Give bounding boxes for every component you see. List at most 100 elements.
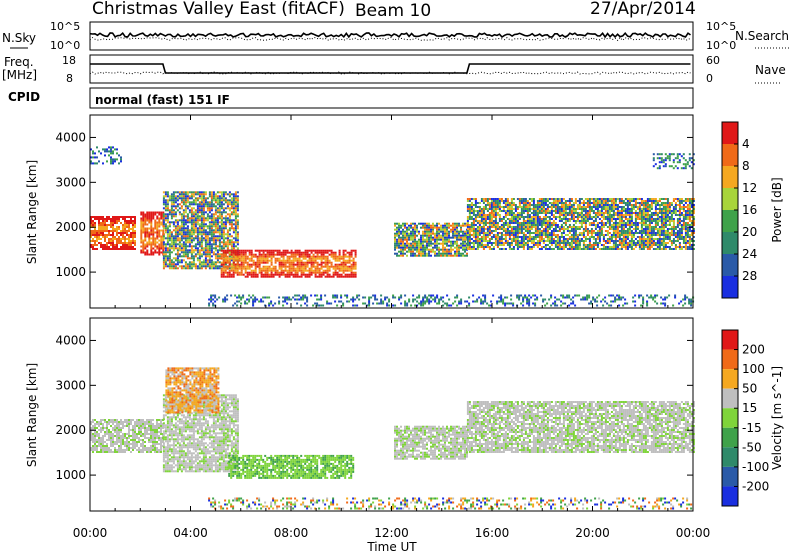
heatmap-cell [462,254,464,257]
heatmap-cell [186,193,189,196]
heatmap-cell [640,222,643,224]
heatmap-cell [594,248,597,250]
heatmap-cell [640,248,643,250]
heatmap-cell [316,251,319,254]
heatmap-cell [458,222,460,225]
heatmap-cell [196,243,199,246]
heatmap-cell [628,234,631,236]
heatmap-cell [196,227,199,230]
heatmap-cell [504,200,507,202]
heatmap-cell [104,218,106,220]
heatmap-cell [440,248,442,251]
heatmap-cell [220,225,223,228]
heatmap-cell [110,226,112,228]
heatmap-cell [212,195,215,198]
heatmap-cell [436,238,438,241]
heatmap-cell [568,198,571,200]
heatmap-cell [412,234,414,237]
heatmap-cell [154,221,157,224]
heatmap-cell [254,263,257,266]
heatmap-cell [184,249,187,252]
heatmap-cell [440,230,442,233]
heatmap-cell [466,210,469,212]
heatmap-cell [260,259,263,262]
heatmap-cell [338,269,341,272]
heatmap-cell [206,235,209,238]
heatmap-cell [214,241,217,244]
heatmap-cell [496,240,499,242]
heatmap-cell [152,233,155,236]
heatmap-cell [630,236,633,238]
heatmap-cell [144,215,147,218]
heatmap-cell [410,246,412,249]
heatmap-cell [546,204,549,206]
heatmap-cell [604,224,607,226]
heatmap-cell [580,232,583,234]
heatmap-cell [466,220,469,222]
heatmap-cell [258,257,261,260]
heatmap-cell [170,193,173,196]
heatmap-cell [264,249,267,252]
heatmap-cell [504,202,507,204]
heatmap-cell [400,230,402,233]
heatmap-cell [590,232,593,234]
heatmap-cell [216,265,219,268]
heatmap-cell [146,227,149,230]
heatmap-cell [526,222,529,224]
heatmap-cell [198,197,201,200]
heatmap-cell [502,218,505,220]
heatmap-cell [634,216,637,218]
heatmap-cell [540,234,543,236]
heatmap-cell [492,216,495,218]
heatmap-cell [104,236,106,238]
heatmap-cell [90,246,92,248]
heatmap-cell [312,253,315,256]
heatmap-cell [188,205,191,208]
heatmap-cell [398,226,400,229]
heatmap-cell [644,228,647,230]
heatmap-cell [442,240,444,243]
heatmap-cell [462,236,464,239]
heatmap-cell [224,263,227,266]
heatmap-cell [298,259,301,262]
heatmap-cell [222,227,225,230]
heatmap-cell [270,271,273,274]
heatmap-cell [530,198,533,200]
heatmap-cell [192,263,195,266]
heatmap-cell [618,224,621,226]
heatmap-cell [456,232,458,235]
heatmap-cell [510,222,513,224]
heatmap-cell [188,221,191,224]
heatmap-cell [228,273,231,276]
heatmap-cell [180,235,183,238]
heatmap-cell [218,237,221,240]
heatmap-cell [140,233,143,236]
heatmap-cell [626,214,629,216]
heatmap-cell [224,199,227,202]
heatmap-cell [194,199,197,202]
heatmap-cell [134,220,136,222]
heatmap-cell [132,242,134,244]
heatmap-cell [256,261,259,264]
heatmap-cell [450,246,452,249]
heatmap-cell [552,216,555,218]
heatmap-cell [562,212,565,214]
heatmap-cell [260,253,263,256]
heatmap-cell [594,208,597,210]
heatmap-cell [540,220,543,222]
heatmap-cell [170,205,173,208]
heatmap-cell [318,269,321,272]
heatmap-cell [488,220,491,222]
heatmap-cell [466,218,469,220]
heatmap-cell [470,208,473,210]
heatmap-cell [292,259,295,262]
heatmap-cell [536,226,539,228]
heatmap-cell [218,197,221,200]
heatmap-cell [216,207,219,210]
heatmap-cell [236,261,239,264]
heatmap-cell [286,269,289,272]
heatmap-cell [208,231,211,234]
heatmap-cell [406,228,408,231]
heatmap-cell [350,259,353,262]
heatmap-cell [622,216,625,218]
